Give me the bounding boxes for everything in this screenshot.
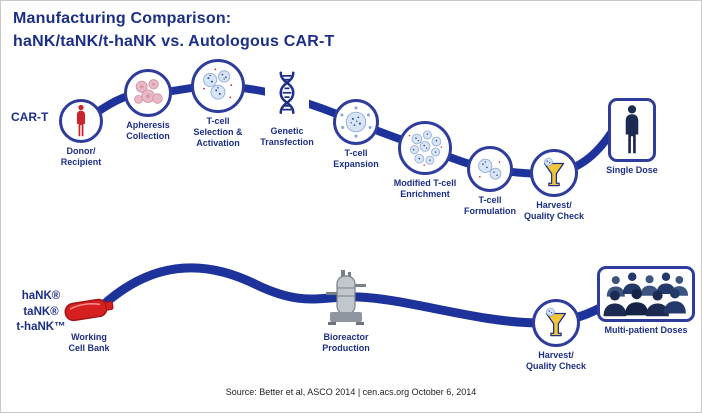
bioreactor-icon bbox=[324, 268, 368, 326]
donor-icon bbox=[59, 99, 103, 143]
step-tcell-selection-activation: T-cell Selection & Activation bbox=[176, 59, 260, 148]
step-working-cell-bank: Working Cell Bank bbox=[39, 294, 139, 354]
step-apheresis-collection: Apheresis Collection bbox=[106, 69, 190, 142]
step-label: T-cell Expansion bbox=[333, 148, 379, 169]
step-label: T-cell Selection & Activation bbox=[193, 116, 243, 148]
step-harvest-quality-check-cart: Harvest/ Quality Check bbox=[512, 149, 596, 222]
step-label: Apheresis Collection bbox=[126, 120, 170, 141]
step-label: Modified T-cell Enrichment bbox=[393, 178, 457, 199]
hank-label-1: haNK® bbox=[21, 290, 61, 302]
step-label: Genetic Transfection bbox=[260, 126, 314, 147]
multi-patient-crowd-icon bbox=[597, 266, 695, 322]
step-label: Multi-patient Doses bbox=[604, 325, 688, 335]
title-line-1: Manufacturing Comparison: bbox=[13, 10, 232, 27]
step-tcell-formulation: T-cell Formulation bbox=[448, 146, 532, 217]
hank-row-label: haNK® taNK® t-haNK™ bbox=[9, 289, 73, 336]
step-harvest-quality-check-hank: Harvest/ Quality Check bbox=[506, 299, 606, 372]
step-label: Harvest/ Quality Check bbox=[523, 200, 585, 221]
step-label: Single Dose bbox=[606, 165, 658, 175]
step-label: Harvest/ Quality Check bbox=[525, 350, 587, 371]
hank-label-2: taNK® bbox=[23, 305, 59, 318]
page-title: Manufacturing Comparison: haNK/taNK/t-ha… bbox=[13, 7, 334, 53]
cart-row-label: CAR-T bbox=[11, 110, 49, 124]
step-label: Working Cell Bank bbox=[68, 332, 110, 353]
step-single-dose: Single Dose bbox=[587, 98, 677, 176]
step-tcell-expansion: T-cell Expansion bbox=[314, 99, 398, 170]
harvest-funnel-icon bbox=[530, 149, 578, 197]
step-label: Bioreactor Production bbox=[322, 332, 370, 353]
tcell-enrichment-icon bbox=[398, 121, 452, 175]
tcell-selection-icon bbox=[191, 59, 245, 113]
single-dose-person-icon bbox=[608, 98, 656, 162]
apheresis-cells-icon bbox=[124, 69, 172, 117]
step-genetic-transfection: Genetic Transfection bbox=[245, 65, 329, 148]
tcell-expansion-icon bbox=[333, 99, 379, 145]
harvest-funnel-icon bbox=[532, 299, 580, 347]
hank-label-3: t-haNK™ bbox=[16, 321, 66, 334]
dna-icon bbox=[265, 65, 309, 123]
title-line-2: haNK/taNK/t-haNK vs. Autologous CAR-T bbox=[13, 33, 335, 51]
tcell-formulation-icon bbox=[467, 146, 513, 192]
step-multi-patient-doses: Multi-patient Doses bbox=[591, 266, 701, 336]
source-citation: Source: Better et al, ASCO 2014 | cen.ac… bbox=[225, 387, 477, 397]
step-label: Donor/ Recipient bbox=[60, 146, 102, 167]
step-label: T-cell Formulation bbox=[464, 195, 516, 216]
step-bioreactor-production: Bioreactor Production bbox=[296, 268, 396, 354]
step-donor-recipient: Donor/ Recipient bbox=[39, 99, 123, 168]
step-modified-tcell-enrichment: Modified T-cell Enrichment bbox=[383, 121, 467, 200]
blood-bag-icon bbox=[61, 294, 117, 324]
